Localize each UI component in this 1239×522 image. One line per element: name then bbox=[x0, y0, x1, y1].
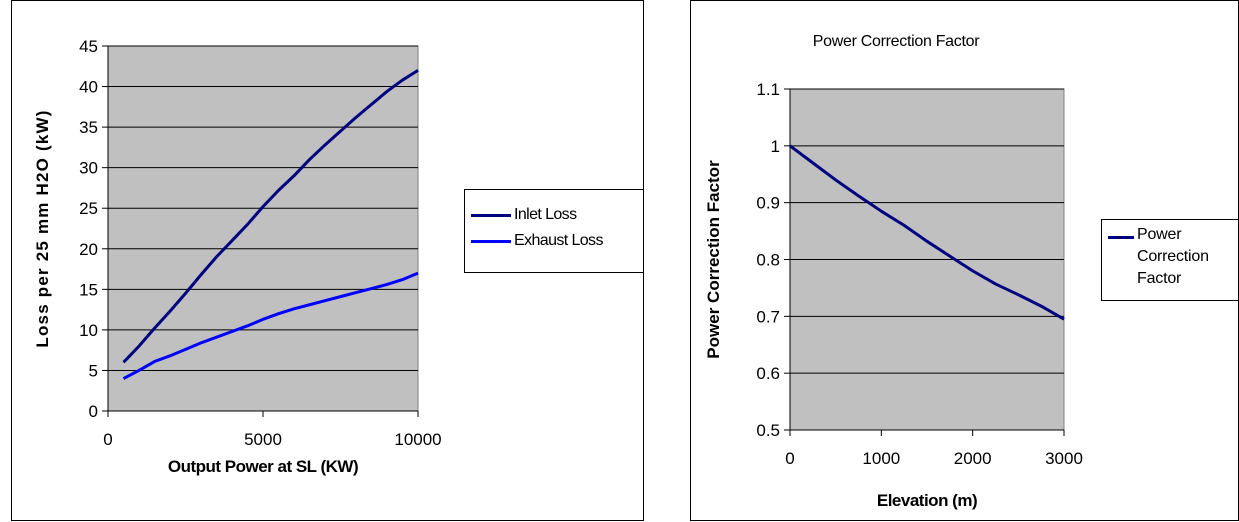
legend-swatch-power-correction bbox=[1108, 236, 1134, 239]
series-line-0 bbox=[122, 69, 419, 364]
x-tick-label: 0 bbox=[103, 430, 112, 449]
chart-panel-power-correction: 0.5 0.6 0.7 0.8 0.9 1 1.1 0 1000 2000 3000 Elevatio… bbox=[690, 0, 1239, 521]
legend-swatch-exhaust-loss bbox=[471, 239, 511, 243]
legend-label-inlet-loss: Inlet Loss bbox=[514, 206, 577, 223]
x-tick-label: 5000 bbox=[244, 430, 282, 449]
x-tick-label: 0 bbox=[785, 449, 794, 468]
y-tick-label: 0.8 bbox=[756, 251, 780, 270]
legend-item-exhaust-loss: Exhaust Loss bbox=[465, 228, 643, 254]
x-tick-label: 10000 bbox=[394, 430, 441, 449]
y-tick-label: 5 bbox=[89, 361, 98, 380]
y-tick-label: 15 bbox=[79, 280, 98, 299]
loss-chart-legend: Inlet Loss Exhaust Loss bbox=[464, 189, 644, 273]
y-axis-title: Power Correction Factor bbox=[704, 160, 723, 359]
y-tick-label: 10 bbox=[79, 321, 98, 340]
y-tick-label: 40 bbox=[79, 78, 98, 97]
y-tick-label: 45 bbox=[79, 37, 98, 56]
x-tick-label: 3000 bbox=[1045, 449, 1083, 468]
series-line-0 bbox=[789, 144, 1065, 321]
power-correction-legend: Power Correction Factor bbox=[1101, 219, 1239, 301]
y-tick-label: 0.9 bbox=[756, 194, 780, 213]
legend-item-power-correction: Power Correction Factor bbox=[1102, 220, 1238, 290]
plot-area bbox=[107, 45, 419, 412]
chart-panel-loss: 0 5 10 15 20 25 30 35 40 45 0 5000 10000 Output Power… bbox=[11, 0, 644, 521]
y-tick-label: 0 bbox=[89, 402, 98, 421]
y-tick-label: 0.6 bbox=[756, 364, 780, 383]
chart-title: Power Correction Factor bbox=[813, 33, 980, 50]
series-line-1 bbox=[122, 271, 419, 380]
x-axis-title: Elevation (m) bbox=[877, 491, 977, 510]
y-axis-title: Loss per 25 mm H2O (kW) bbox=[33, 109, 52, 347]
y-tick-label: 25 bbox=[79, 199, 98, 218]
legend-item-inlet-loss: Inlet Loss bbox=[465, 202, 643, 228]
power-correction-chart-svg: 0.5 0.6 0.7 0.8 0.9 1 1.1 0 1000 2000 3000 Elevatio… bbox=[704, 33, 1083, 510]
legend-label-power-correction: Power Correction Factor bbox=[1137, 224, 1209, 290]
y-tick-label: 1 bbox=[771, 137, 780, 156]
y-tick-label: 30 bbox=[79, 159, 98, 178]
legend-swatch-inlet-loss bbox=[471, 213, 511, 217]
loss-chart-svg: 0 5 10 15 20 25 30 35 40 45 0 5000 10000 Output Power… bbox=[33, 37, 442, 476]
y-tick-label: 0.5 bbox=[756, 421, 780, 440]
x-tick-label: 1000 bbox=[862, 449, 900, 468]
y-tick-label: 35 bbox=[79, 118, 98, 137]
y-tick-label: 0.7 bbox=[756, 307, 780, 326]
y-tick-label: 1.1 bbox=[756, 80, 780, 99]
legend-label-line-3: Factor bbox=[1137, 270, 1182, 287]
y-tick-label: 20 bbox=[79, 240, 98, 259]
x-axis-title: Output Power at SL (KW) bbox=[168, 457, 358, 476]
legend-label-exhaust-loss: Exhaust Loss bbox=[514, 232, 603, 249]
x-tick-label: 2000 bbox=[954, 449, 992, 468]
legend-label-line-1: Power bbox=[1137, 226, 1182, 243]
legend-label-line-2: Correction bbox=[1137, 248, 1209, 265]
